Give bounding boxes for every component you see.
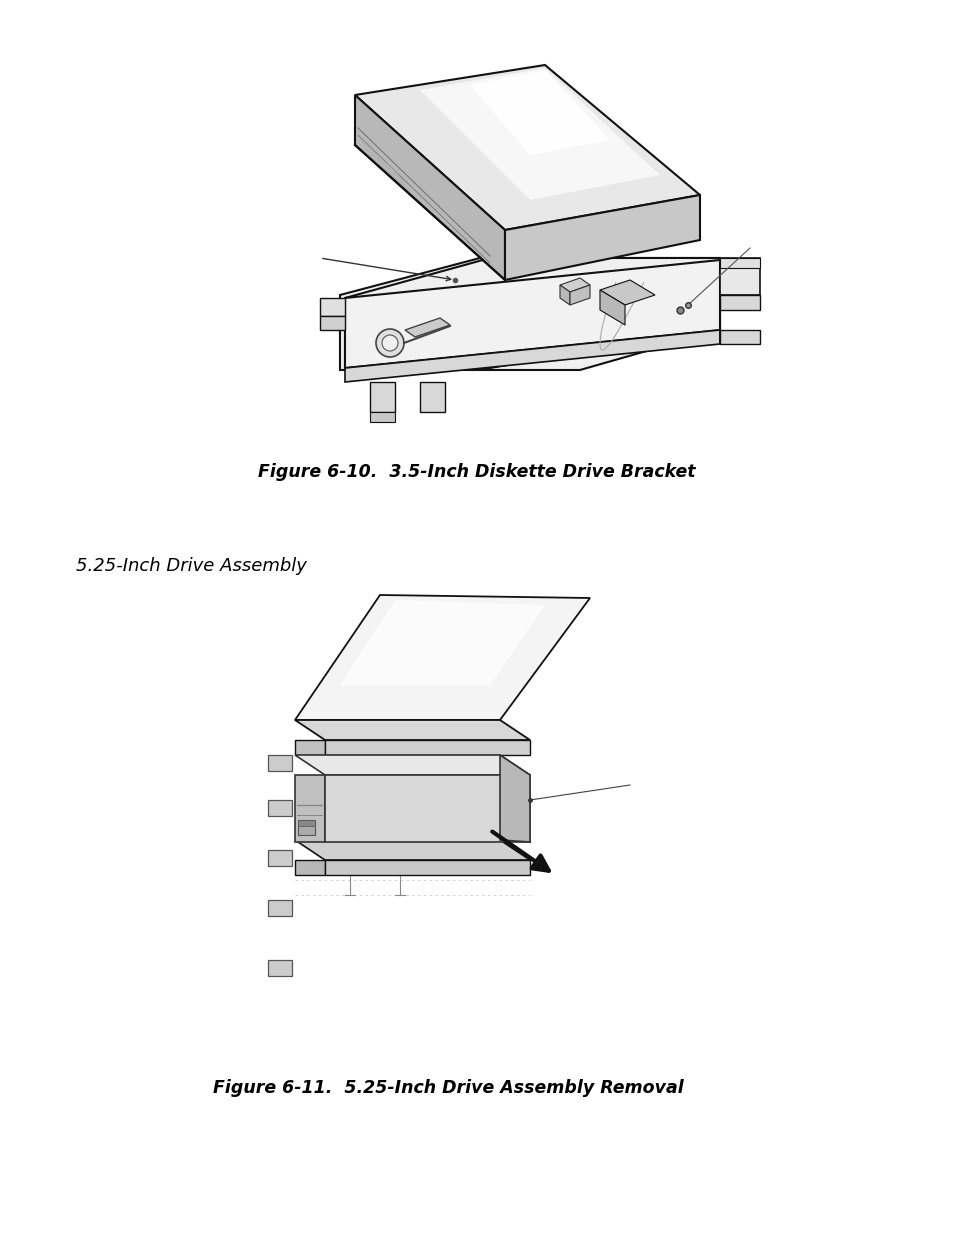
Polygon shape — [559, 278, 589, 291]
Polygon shape — [405, 317, 450, 337]
Polygon shape — [599, 280, 655, 305]
Polygon shape — [294, 860, 325, 876]
Polygon shape — [294, 755, 530, 776]
Polygon shape — [319, 316, 345, 330]
Polygon shape — [325, 776, 530, 842]
Circle shape — [375, 329, 403, 357]
Polygon shape — [268, 900, 292, 916]
Polygon shape — [355, 65, 700, 230]
Polygon shape — [419, 382, 444, 412]
Polygon shape — [294, 740, 325, 755]
Polygon shape — [297, 820, 314, 826]
Polygon shape — [294, 720, 530, 740]
Polygon shape — [569, 285, 589, 305]
Polygon shape — [319, 298, 345, 316]
Polygon shape — [297, 820, 314, 835]
Polygon shape — [294, 595, 589, 720]
Polygon shape — [559, 285, 569, 305]
Polygon shape — [370, 382, 395, 412]
Text: Figure 6-11.  5.25-Inch Drive Assembly Removal: Figure 6-11. 5.25-Inch Drive Assembly Re… — [213, 1079, 682, 1097]
Polygon shape — [599, 290, 624, 325]
Polygon shape — [504, 195, 700, 280]
Polygon shape — [325, 860, 530, 876]
Polygon shape — [345, 261, 720, 368]
Text: 5.25-Inch Drive Assembly: 5.25-Inch Drive Assembly — [76, 557, 307, 576]
Polygon shape — [720, 295, 760, 310]
Polygon shape — [268, 850, 292, 866]
Polygon shape — [470, 70, 609, 156]
Polygon shape — [720, 258, 760, 268]
Polygon shape — [268, 755, 292, 771]
Polygon shape — [720, 258, 760, 295]
Polygon shape — [370, 412, 395, 422]
Text: Figure 6-10.  3.5-Inch Diskette Drive Bracket: Figure 6-10. 3.5-Inch Diskette Drive Bra… — [258, 463, 695, 480]
Polygon shape — [419, 68, 659, 200]
Polygon shape — [339, 258, 720, 370]
Polygon shape — [355, 95, 504, 280]
Polygon shape — [499, 755, 530, 842]
Polygon shape — [339, 600, 544, 685]
Polygon shape — [294, 776, 325, 842]
Polygon shape — [268, 960, 292, 976]
Polygon shape — [268, 800, 292, 816]
Polygon shape — [294, 840, 530, 860]
Polygon shape — [345, 258, 720, 368]
Circle shape — [381, 335, 397, 351]
Polygon shape — [345, 330, 720, 382]
Polygon shape — [720, 330, 760, 345]
Polygon shape — [325, 740, 530, 755]
